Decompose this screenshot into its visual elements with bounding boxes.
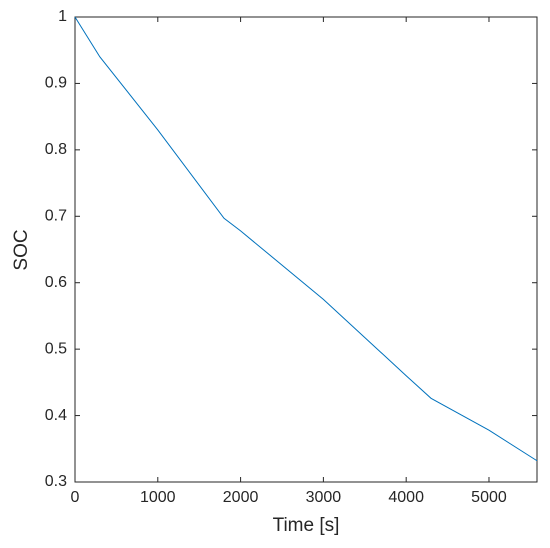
- x-tick-label: 5000: [471, 489, 507, 506]
- y-axis-label: SOC: [11, 229, 32, 270]
- y-tick-label: 0.4: [45, 407, 67, 424]
- y-tick-label: 0.8: [45, 141, 67, 158]
- y-tick-label: 0.9: [45, 75, 67, 92]
- data-line: [74, 16, 538, 462]
- y-tick-label: 0.3: [45, 473, 67, 490]
- x-tick-label: 2000: [223, 489, 259, 506]
- plot-frame: [74, 16, 538, 483]
- y-tick-label: 1: [58, 8, 67, 25]
- y-tick-label: 0.7: [45, 208, 67, 225]
- y-tick-label: 0.5: [45, 340, 67, 357]
- x-tick-label: 3000: [306, 489, 342, 506]
- x-axis-label: Time [s]: [273, 515, 340, 536]
- x-tick-label: 0: [71, 489, 80, 506]
- x-tick-label: 1000: [140, 489, 176, 506]
- x-tick-label: 4000: [388, 489, 424, 506]
- y-tick-label: 0.6: [45, 274, 67, 291]
